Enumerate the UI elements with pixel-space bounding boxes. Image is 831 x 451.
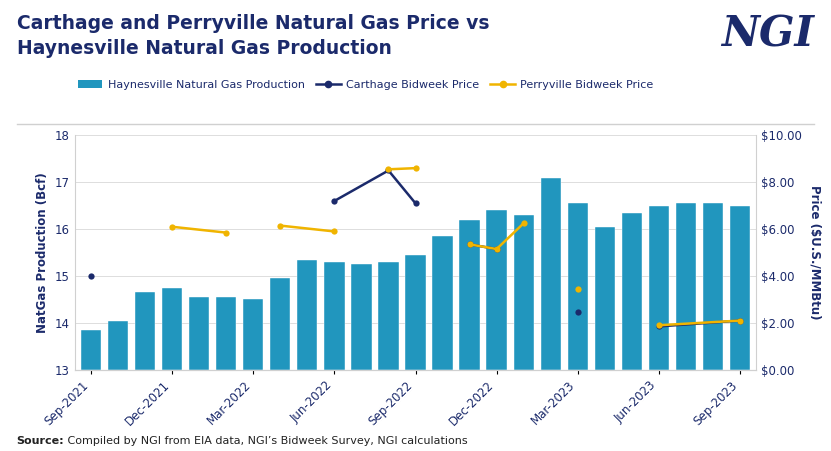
Bar	[243, 299, 263, 370]
Bar	[649, 206, 669, 370]
Bar	[406, 255, 425, 370]
Bar	[297, 260, 317, 370]
Bar	[540, 178, 561, 370]
Bar	[486, 210, 507, 370]
Bar	[514, 215, 534, 370]
Bar	[270, 278, 291, 370]
Text: Source:: Source:	[17, 437, 64, 446]
Bar	[460, 220, 479, 370]
Bar	[703, 203, 723, 370]
Bar	[108, 321, 128, 370]
Text: Compiled by NGI from EIA data, NGI’s Bidweek Survey, NGI calculations: Compiled by NGI from EIA data, NGI’s Bid…	[64, 437, 468, 446]
Bar	[568, 203, 588, 370]
Bar	[432, 236, 453, 370]
Bar	[189, 297, 209, 370]
Bar	[622, 213, 642, 370]
Bar	[324, 262, 345, 370]
Bar	[378, 262, 399, 370]
Bar	[595, 227, 615, 370]
Y-axis label: NatGas Production (Bcf): NatGas Production (Bcf)	[37, 172, 49, 333]
Bar	[162, 288, 182, 370]
Text: Carthage and Perryville Natural Gas Price vs
Haynesville Natural Gas Production: Carthage and Perryville Natural Gas Pric…	[17, 14, 489, 58]
Bar	[135, 292, 155, 370]
Bar	[216, 297, 236, 370]
Bar	[81, 330, 101, 370]
Y-axis label: Price ($U.S./MMBtu): Price ($U.S./MMBtu)	[809, 185, 821, 320]
Bar	[676, 203, 696, 370]
Bar	[730, 206, 750, 370]
Text: NGI: NGI	[721, 14, 814, 55]
Bar	[352, 264, 371, 370]
Legend: Haynesville Natural Gas Production, Carthage Bidweek Price, Perryville Bidweek P: Haynesville Natural Gas Production, Cart…	[73, 75, 658, 94]
